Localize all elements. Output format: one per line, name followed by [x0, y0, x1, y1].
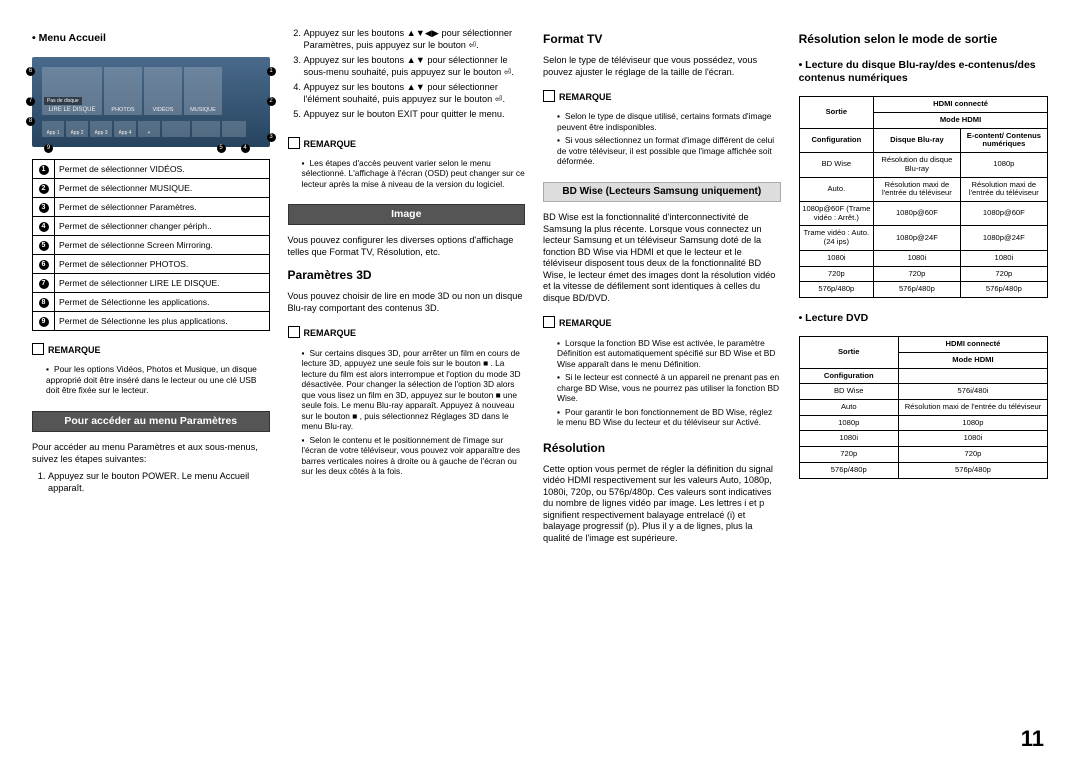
dvd-lecture-title: • Lecture DVD	[799, 312, 1048, 325]
steps-start: Appuyez sur le bouton POWER. Le menu Acc…	[48, 471, 270, 498]
access-params-bar: Pour accéder au menu Paramètres	[32, 411, 270, 432]
menu-accueil-title: • Menu Accueil	[32, 32, 270, 45]
resolution-text: Cette option vous permet de régler la dé…	[543, 464, 781, 545]
tile-photos: PHOTOS	[104, 67, 142, 115]
column-4: Résolution selon le mode de sortie • Lec…	[799, 28, 1048, 544]
remark-label: REMARQUE	[543, 316, 781, 329]
remark-list: Pour les options Vidéos, Photos et Musiq…	[46, 364, 270, 399]
bdwise-text: BD Wise est la fonctionnalité d'intercon…	[543, 212, 781, 304]
steps-continued: Appuyez sur les boutons ▲▼◀▶ pour sélect…	[304, 28, 526, 125]
legend-table: 1Permet de sélectionner VIDÉOS. 2Permet …	[32, 159, 270, 331]
tile-videos: VIDÉOS	[144, 67, 182, 115]
remark-label: REMARQUE	[288, 326, 526, 339]
tile-disc: LIRE LE DISQUE Pas de disque	[42, 67, 102, 115]
output-mode-title: Résolution selon le mode de sortie	[799, 32, 1048, 47]
image-text: Vous pouvez configurer les diverses opti…	[288, 235, 526, 258]
bd-resolution-table: Sortie HDMI connecté Mode HDMI Configura…	[799, 96, 1048, 298]
column-1: • Menu Accueil LIRE LE DISQUE Pas de dis…	[32, 28, 270, 544]
menu-apps-row: App 1 App 2 App 3 App 4 +	[42, 121, 260, 137]
bd-lecture-title: • Lecture du disque Blu-ray/des e-conten…	[799, 59, 1048, 85]
page-number: 11	[1021, 725, 1044, 753]
column-3: Format TV Selon le type de téléviseur qu…	[543, 28, 781, 544]
tile-music: MUSIQUE	[184, 67, 222, 115]
remark-label: REMARQUE	[543, 90, 781, 103]
access-text: Pour accéder au menu Paramètres et aux s…	[32, 442, 270, 465]
format-tv-title: Format TV	[543, 32, 781, 47]
remark-label: REMARQUE	[32, 343, 270, 356]
remark-label: REMARQUE	[288, 137, 526, 150]
params-3d-text: Vous pouvez choisir de lire en mode 3D o…	[288, 291, 526, 314]
format-tv-text: Selon le type de téléviseur que vous pos…	[543, 55, 781, 78]
column-2: Appuyez sur les boutons ▲▼◀▶ pour sélect…	[288, 28, 526, 544]
params-3d-title: Paramètres 3D	[288, 268, 526, 283]
resolution-title: Résolution	[543, 441, 781, 456]
dvd-resolution-table: Sortie HDMI connecté Mode HDMI Configura…	[799, 336, 1048, 478]
home-menu-mock: LIRE LE DISQUE Pas de disque PHOTOS VIDÉ…	[32, 57, 270, 147]
image-bar: Image	[288, 204, 526, 225]
bdwise-bar: BD Wise (Lecteurs Samsung uniquement)	[543, 182, 781, 203]
